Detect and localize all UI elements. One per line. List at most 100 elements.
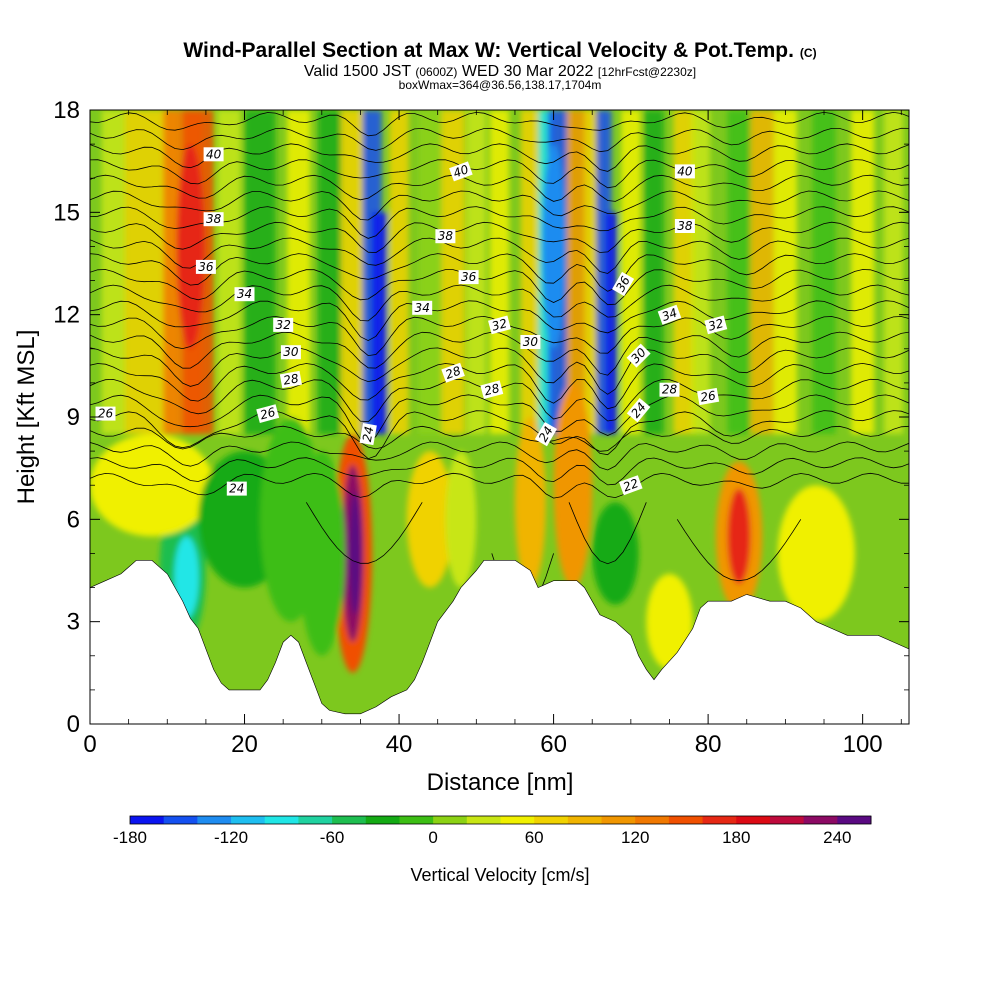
contour-label-text: 30 xyxy=(523,335,539,349)
theta-contour-line xyxy=(305,502,423,564)
contour-label-box xyxy=(95,406,116,421)
contour-label-box xyxy=(488,315,511,335)
contour-label-text: 40 xyxy=(677,164,693,178)
contour-label-text: 24 xyxy=(536,424,556,444)
theta-contour-line xyxy=(90,127,909,153)
theta-contour-line xyxy=(90,269,909,306)
theta-contour-line xyxy=(90,347,909,395)
contour-label: 32 xyxy=(488,315,511,335)
contour-label-text: 26 xyxy=(699,388,717,405)
colorbar-tick-label: 240 xyxy=(823,828,851,847)
contour-label: 26 xyxy=(697,387,720,406)
x-tick-label: 0 xyxy=(83,731,96,758)
contour-label-box xyxy=(435,229,456,244)
contour-label-box xyxy=(612,271,635,297)
contour-label-box xyxy=(674,164,695,179)
colorbar-cell xyxy=(803,816,838,824)
contour-label-box xyxy=(520,335,541,349)
contour-label-box xyxy=(458,270,479,285)
theta-contour-line xyxy=(90,221,909,254)
colorbar-cell xyxy=(365,816,400,824)
velocity-streak xyxy=(441,110,465,435)
contour-label-box xyxy=(674,219,695,233)
contour-label: 24 xyxy=(359,423,377,446)
velocity-cell xyxy=(348,492,362,615)
contour-label: 34 xyxy=(412,300,433,315)
contour-label-box xyxy=(626,398,651,423)
contour-label-text: 28 xyxy=(662,383,678,397)
contour-label-text: 30 xyxy=(283,345,299,359)
contour-label-text: 34 xyxy=(415,301,430,315)
colorbar-cell xyxy=(534,816,569,824)
contour-label-box xyxy=(273,317,294,332)
contour-label-box xyxy=(203,212,224,227)
colorbar-tick-label: 60 xyxy=(525,828,544,847)
velocity-cell xyxy=(176,144,205,349)
colorbar-cell xyxy=(466,816,501,824)
velocity-streak xyxy=(217,110,241,435)
colorbar-cell xyxy=(837,816,872,824)
contour-label: 36 xyxy=(612,271,635,297)
y-tick-label: 15 xyxy=(53,199,80,226)
contour-label: 28 xyxy=(480,380,504,400)
contour-label-text: 26 xyxy=(259,405,278,423)
contour-label: 22 xyxy=(619,475,643,496)
velocity-streak xyxy=(418,110,442,435)
velocity-streak xyxy=(605,212,618,435)
contour-label: 30 xyxy=(280,345,301,360)
velocity-cell xyxy=(445,451,477,588)
y-tick-label: 0 xyxy=(67,711,80,738)
x-tick-label: 20 xyxy=(231,731,258,758)
contour-label-box xyxy=(657,304,682,325)
contour-label: 24 xyxy=(226,481,247,496)
contour-label: 40 xyxy=(674,164,695,179)
contour-label: 26 xyxy=(95,406,116,421)
colorbar-tick-label: -180 xyxy=(113,828,147,847)
velocity-streak xyxy=(621,110,641,435)
chart-subtitle: Valid 1500 JST (0600Z) WED 30 Mar 2022 [… xyxy=(304,63,696,80)
contour-label: 36 xyxy=(195,259,216,274)
velocity-cell xyxy=(514,417,546,588)
x-tick-label: 100 xyxy=(843,731,883,758)
velocity-streak xyxy=(773,110,797,435)
colorbar-tick-label: 120 xyxy=(621,828,649,847)
velocity-streak xyxy=(520,110,541,435)
y-tick-label: 18 xyxy=(53,97,80,124)
x-tick-label: 60 xyxy=(540,731,567,758)
theta-contour-line xyxy=(90,441,909,471)
colorbar-cell xyxy=(197,816,232,824)
chart-title: Wind-Parallel Section at Max W: Vertical… xyxy=(183,39,816,62)
contour-label: 28 xyxy=(279,370,302,389)
theta-contour-line xyxy=(90,111,909,137)
colorbar-cell xyxy=(130,816,165,824)
theta-contour-line xyxy=(90,237,909,274)
contour-label-box xyxy=(534,421,557,447)
colorbar-cell xyxy=(736,816,771,824)
colorbar-tick-label: -60 xyxy=(320,828,345,847)
contour-label-text: 28 xyxy=(483,381,502,399)
contour-label-text: 32 xyxy=(276,318,291,332)
theta-contour-line xyxy=(676,519,802,582)
velocity-streak xyxy=(317,110,342,435)
contour-label-text: 38 xyxy=(677,219,693,233)
theta-contour-line xyxy=(90,143,909,172)
velocity-cell xyxy=(727,488,751,585)
terrain xyxy=(90,560,909,724)
y-axis-label: Height [Kft MSL] xyxy=(13,330,40,505)
theta-contour-line xyxy=(90,457,909,486)
contour-label-box xyxy=(359,423,377,446)
velocity-streak xyxy=(372,212,388,435)
contour-label: 36 xyxy=(458,270,479,285)
velocity-streak xyxy=(851,110,875,435)
contour-label: 38 xyxy=(203,212,224,227)
contour-label-box xyxy=(626,343,651,368)
theta-contour-line xyxy=(90,410,909,460)
y-tick-label: 9 xyxy=(67,404,80,431)
contour-label-text: 32 xyxy=(707,316,725,333)
contour-label-box xyxy=(195,259,216,274)
contour-label-box xyxy=(226,481,247,496)
contour-label-text: 36 xyxy=(461,270,477,284)
colorbar-cell xyxy=(231,816,266,824)
